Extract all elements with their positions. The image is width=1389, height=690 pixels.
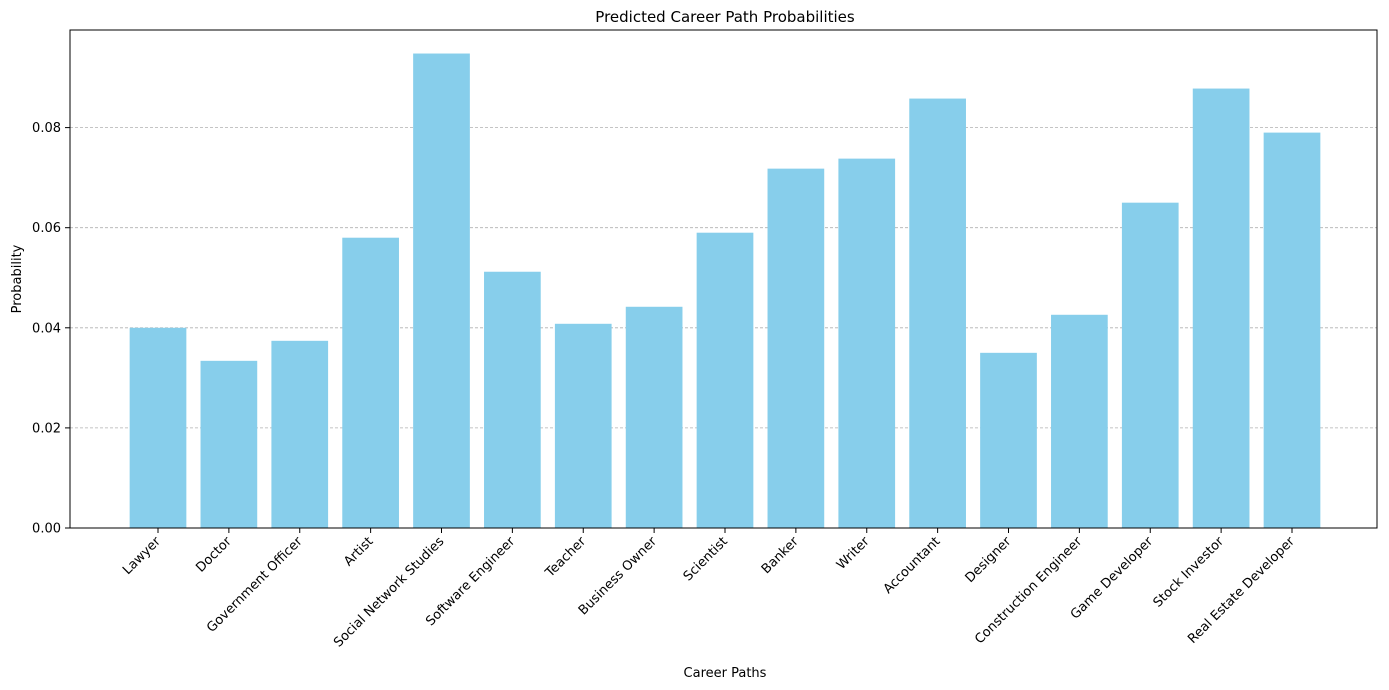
bar (1263, 132, 1321, 528)
bar (200, 360, 258, 528)
y-tick-label: 0.02 (32, 421, 61, 436)
bar (767, 168, 825, 528)
bar (554, 323, 612, 528)
bar (342, 237, 399, 528)
y-tick-label: 0.04 (32, 321, 61, 336)
bar (909, 98, 966, 528)
bars (129, 53, 1321, 529)
y-tick-label: 0.00 (32, 522, 61, 537)
bar (413, 53, 470, 528)
bar (271, 340, 329, 528)
bar (1121, 202, 1179, 528)
bar (625, 306, 683, 528)
bar (129, 327, 187, 528)
chart-title: Predicted Career Path Probabilities (595, 8, 855, 26)
y-axis-ticks: 0.00 0.02 0.04 0.06 0.08 (32, 121, 70, 537)
bar (838, 158, 896, 528)
bar (484, 271, 541, 528)
y-axis-label: Probability (10, 244, 25, 313)
bar (1192, 88, 1250, 529)
y-tick-label: 0.08 (32, 121, 61, 136)
y-tick-label: 0.06 (32, 221, 61, 236)
bar (1051, 314, 1108, 528)
bar (696, 232, 754, 528)
bar (980, 352, 1037, 528)
x-axis-label: Career Paths (684, 666, 767, 681)
plot-frame (69, 29, 1378, 529)
